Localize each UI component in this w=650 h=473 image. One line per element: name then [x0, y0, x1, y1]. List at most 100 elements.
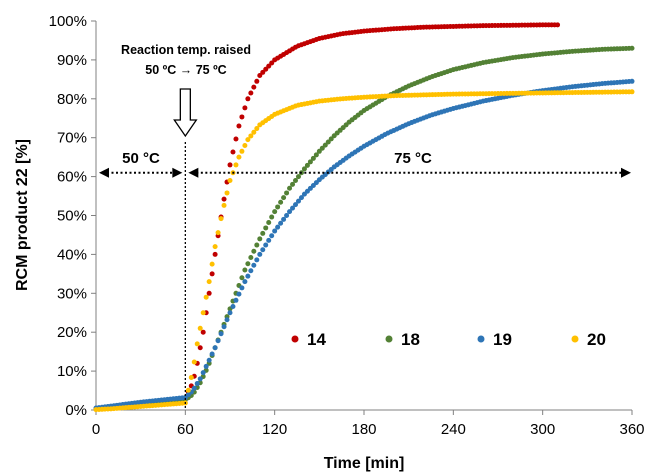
y-tick-label: 100% [49, 13, 87, 30]
arrow-75c [188, 167, 631, 178]
point [191, 385, 197, 391]
point [278, 199, 284, 205]
point [191, 359, 197, 365]
point [242, 105, 248, 111]
point [298, 195, 304, 201]
x-tick-label: 60 [177, 421, 194, 438]
point [293, 177, 299, 183]
point [269, 214, 275, 220]
point [197, 376, 203, 382]
legend-entry-18: 18 [385, 330, 420, 349]
point [275, 204, 281, 210]
point [236, 123, 242, 129]
point [215, 230, 221, 236]
point [227, 310, 233, 316]
point [275, 224, 281, 230]
point [629, 89, 635, 95]
legend-label: 18 [401, 330, 420, 349]
point [227, 162, 233, 168]
point [263, 225, 269, 231]
point [227, 177, 233, 183]
point [266, 63, 272, 69]
y-tick-label: 10% [57, 363, 87, 380]
point [248, 268, 254, 274]
point [200, 329, 206, 335]
point [290, 181, 296, 187]
point [254, 257, 260, 263]
point [295, 198, 301, 204]
point [242, 267, 248, 273]
point [239, 275, 245, 281]
point [197, 325, 203, 331]
point [230, 304, 236, 310]
point [251, 262, 257, 268]
point [319, 145, 325, 151]
point [230, 149, 236, 155]
label-75c: 75 °C [394, 150, 432, 167]
point [197, 345, 203, 351]
point [310, 155, 316, 161]
point [313, 152, 319, 158]
point [316, 148, 322, 154]
point [245, 273, 251, 279]
point [322, 142, 328, 148]
point [209, 351, 215, 357]
point [221, 324, 227, 330]
y-axis-title: RCM product 22 [%] [14, 139, 31, 291]
legend-marker [385, 335, 393, 343]
point [248, 255, 254, 261]
point [301, 166, 307, 172]
x-tick-label: 120 [262, 421, 287, 438]
point [260, 247, 266, 253]
point [242, 279, 248, 285]
point [284, 213, 290, 218]
point [185, 387, 191, 393]
x-tick-label: 300 [530, 421, 555, 438]
y-tick-label: 70% [57, 130, 87, 147]
point [555, 22, 561, 28]
y-tick-label: 30% [57, 285, 87, 302]
point [304, 162, 310, 168]
point [239, 148, 245, 154]
point [221, 196, 227, 202]
point [248, 90, 254, 96]
point [212, 251, 218, 257]
point [251, 84, 257, 90]
point [254, 126, 260, 132]
arrow-head-right [172, 167, 183, 178]
point [236, 291, 242, 297]
point [278, 220, 284, 226]
point [269, 233, 275, 239]
series-18 [93, 45, 635, 412]
point [269, 60, 275, 66]
series-20 [93, 89, 635, 413]
legend-marker [571, 335, 579, 343]
label-50c: 50 °C [122, 150, 160, 167]
point [263, 242, 269, 248]
legend-label: 19 [493, 330, 512, 349]
point [215, 338, 221, 344]
point [203, 363, 209, 369]
point [236, 154, 242, 160]
point [272, 209, 278, 215]
legend-label: 14 [307, 330, 326, 349]
x-tick-label: 0 [92, 421, 100, 438]
series-layer [93, 22, 635, 413]
point [272, 228, 278, 234]
x-tick-label: 180 [351, 421, 376, 438]
legend-marker [291, 335, 299, 343]
y-ticks: 0% 10% 20% 30% 40% 50% 60% 70% 80% 90% 100% [49, 13, 96, 419]
point [260, 69, 266, 75]
arrow-50c [99, 167, 183, 178]
point [209, 271, 215, 277]
x-tick-label: 360 [619, 421, 644, 438]
point [325, 139, 331, 145]
point [209, 261, 215, 267]
point [260, 230, 266, 236]
point [194, 341, 200, 347]
legend-marker [477, 335, 485, 343]
point [295, 174, 301, 180]
point [245, 137, 251, 143]
point [188, 374, 194, 380]
